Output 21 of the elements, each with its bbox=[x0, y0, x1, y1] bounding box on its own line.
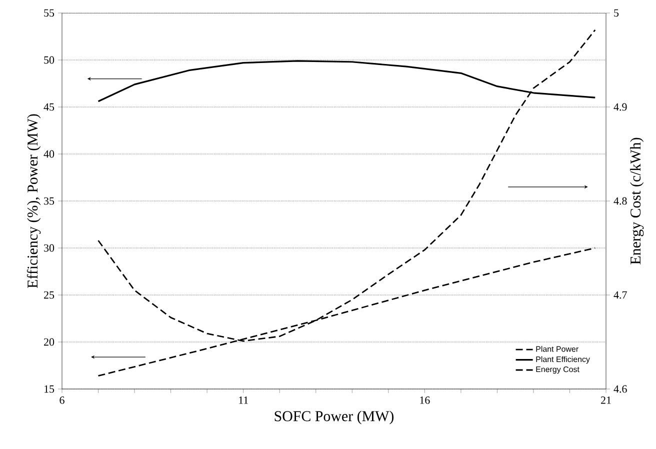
y2-axis-title: Energy Cost (c/kWh) bbox=[630, 138, 644, 264]
y-tick-label: 20 bbox=[44, 338, 54, 346]
y-tick-label: 15 bbox=[44, 385, 54, 393]
y-tick-label: 55 bbox=[44, 9, 54, 17]
y2-tick-label: 4.7 bbox=[614, 291, 627, 299]
y-tick-label: 40 bbox=[44, 150, 54, 158]
x-tick-label: 11 bbox=[239, 396, 248, 404]
y-tick-label: 35 bbox=[44, 197, 54, 205]
x-tick-label: 21 bbox=[601, 396, 611, 404]
x-tick-label: 6 bbox=[60, 396, 64, 404]
y2-tick-label: 4.9 bbox=[614, 103, 627, 111]
x-tick-label: 16 bbox=[420, 396, 430, 404]
y-axis-title: Efficiency (%), Power (MW) bbox=[26, 114, 41, 288]
y-tick-label: 30 bbox=[44, 244, 54, 252]
y-tick-label: 45 bbox=[44, 103, 54, 111]
x-axis-title: SOFC Power (MW) bbox=[274, 410, 394, 424]
y-tick-label: 25 bbox=[44, 291, 54, 299]
y2-tick-label: 4.6 bbox=[614, 385, 627, 393]
y-tick-label: 50 bbox=[44, 56, 54, 64]
y2-tick-label: 5 bbox=[614, 9, 619, 17]
y2-tick-label: 4.8 bbox=[614, 197, 627, 205]
